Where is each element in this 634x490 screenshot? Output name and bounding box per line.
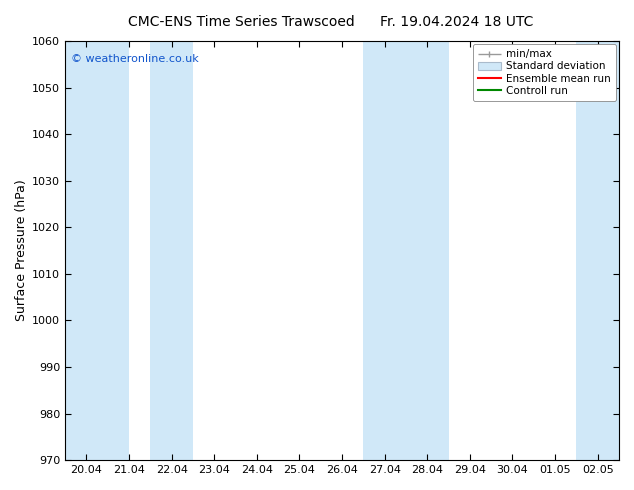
Text: © weatheronline.co.uk: © weatheronline.co.uk	[71, 53, 198, 64]
Bar	[150, 41, 193, 460]
Bar	[576, 41, 619, 460]
Legend: min/max, Standard deviation, Ensemble mean run, Controll run: min/max, Standard deviation, Ensemble me…	[472, 44, 616, 101]
Y-axis label: Surface Pressure (hPa): Surface Pressure (hPa)	[15, 180, 28, 321]
Bar	[363, 41, 449, 460]
Bar	[65, 41, 129, 460]
Text: CMC-ENS Time Series Trawscoed: CMC-ENS Time Series Trawscoed	[127, 15, 354, 29]
Text: Fr. 19.04.2024 18 UTC: Fr. 19.04.2024 18 UTC	[380, 15, 533, 29]
